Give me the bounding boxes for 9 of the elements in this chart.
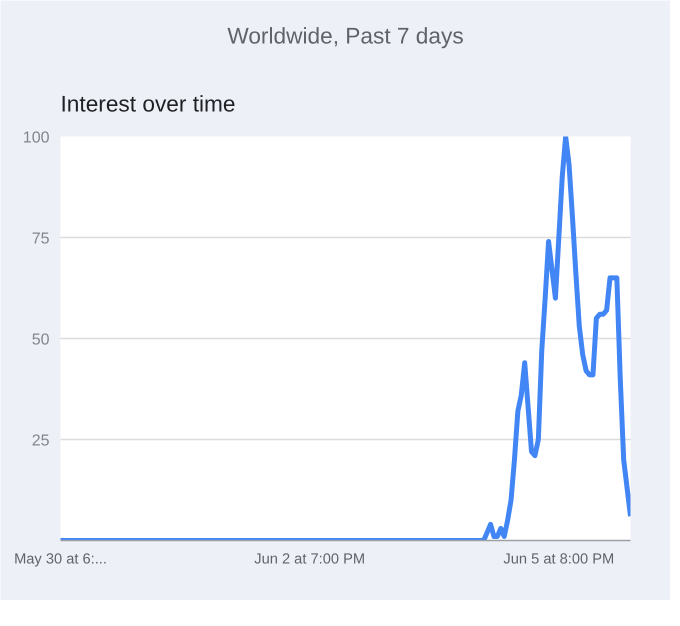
x-tick-label: May 30 at 6:... <box>14 552 107 568</box>
y-tick-label: 50 <box>32 332 50 348</box>
y-tick-label: 75 <box>32 230 50 248</box>
chart-title: Interest over time <box>60 90 236 116</box>
y-tick-label: 100 <box>22 130 50 146</box>
y-tick-label: 25 <box>32 432 50 450</box>
x-tick-label: Jun 5 at 8:00 PM <box>503 552 614 568</box>
x-tick-label: Jun 2 at 7:00 PM <box>254 552 366 568</box>
chart-subtitle: Worldwide, Past 7 days <box>227 22 464 48</box>
